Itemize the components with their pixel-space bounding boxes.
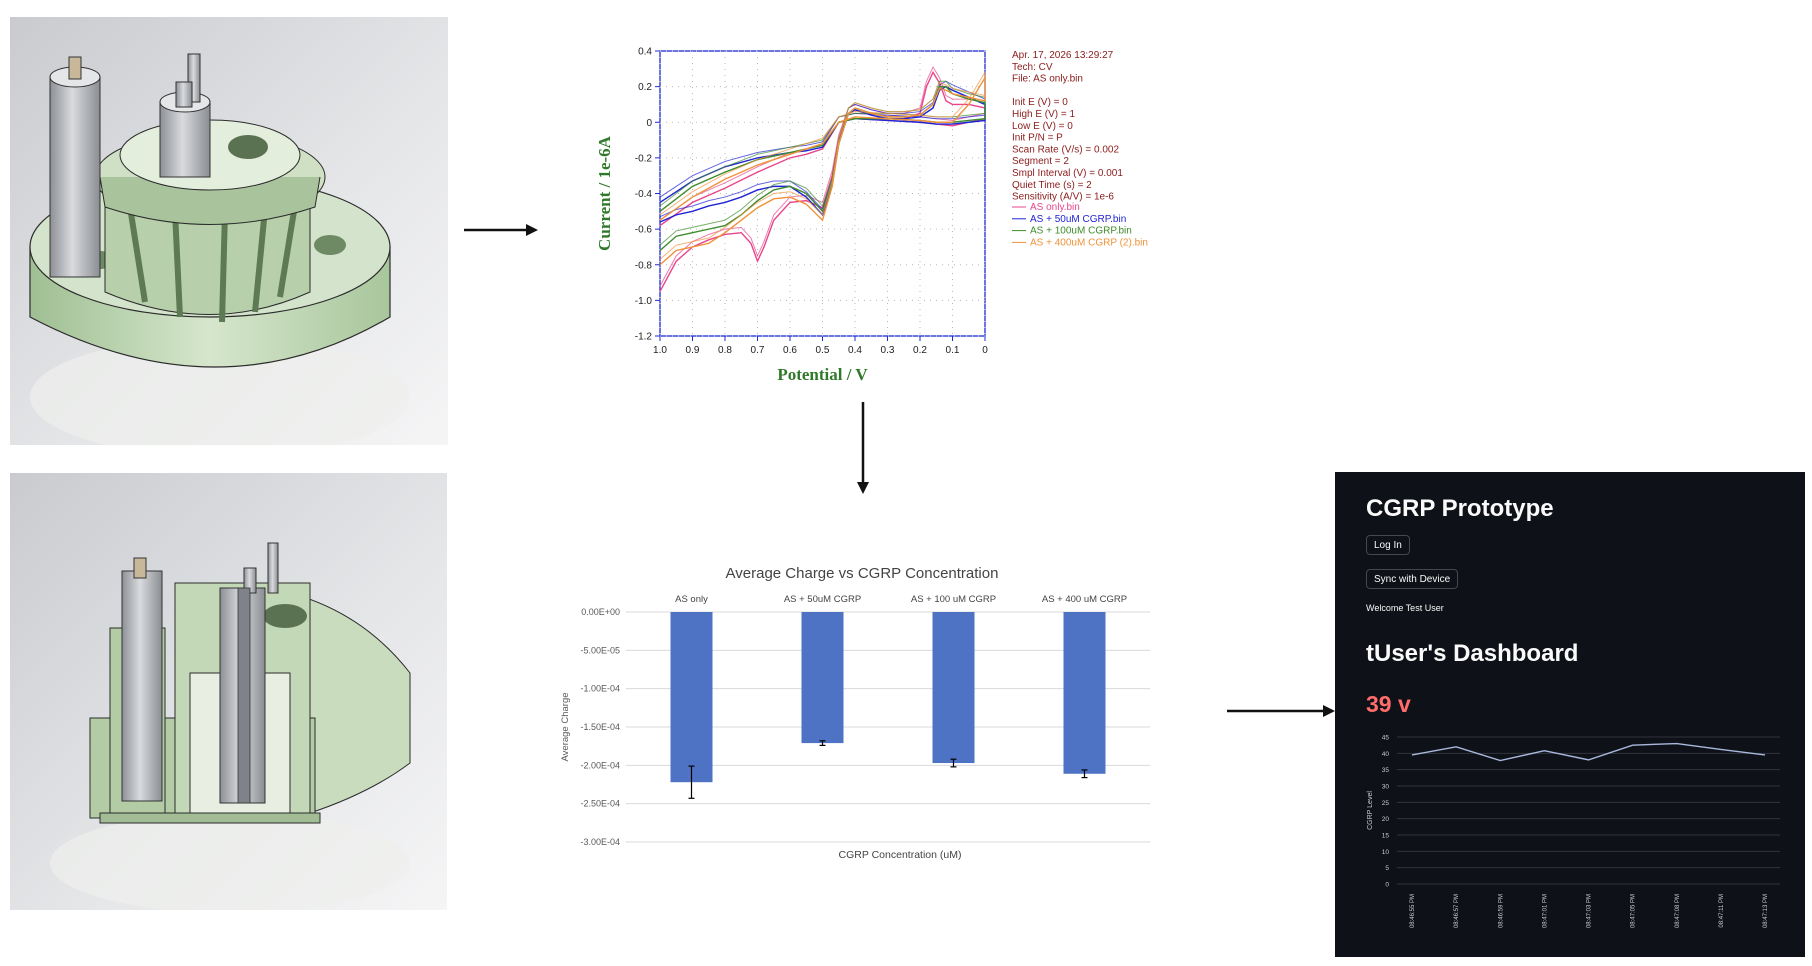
cv-x-tick-label: 0.8 [718, 345, 732, 356]
dash-x-tick-label: 08:47:13 PM [1763, 894, 1769, 928]
cad-render-cutaway [10, 473, 448, 913]
bar-y-tick-label: -3.00E-04 [580, 837, 620, 847]
cv-legend-label: AS + 50uM CGRP.bin [1030, 214, 1126, 225]
cv-info-line: Scan Rate (V/s) = 0.002 [1012, 144, 1119, 155]
cv-x-tick-label: 0.4 [848, 345, 862, 356]
welcome-text: Welcome Test User [1366, 603, 1444, 613]
arrow-down-icon [857, 402, 869, 494]
cv-info-line: Tech: CV [1012, 62, 1053, 73]
bar-category-label: AS + 400 uM CGRP [1042, 594, 1127, 605]
dash-y-axis-label: CGRP Level [1367, 791, 1374, 830]
cv-legend-label: AS + 100uM CGRP.bin [1030, 226, 1132, 237]
bar-x-axis-label: CGRP Concentration (uM) [839, 849, 962, 861]
cv-info-line: Sensitivity (A/V) = 1e-6 [1012, 192, 1114, 203]
cgrp-level-line [1411, 742, 1766, 762]
cv-info-line: Low E (V) = 0 [1012, 121, 1073, 132]
cv-y-tick-label: 0.4 [638, 47, 652, 58]
dash-y-tick-label: 10 [1382, 849, 1390, 856]
cv-info-line: File: AS only.bin [1012, 74, 1083, 85]
cv-legend-label: AS + 400uM CGRP (2).bin [1030, 237, 1148, 248]
cv-info-line: Smpl Interval (V) = 0.001 [1012, 168, 1123, 179]
cv-info-line: High E (V) = 1 [1012, 109, 1076, 120]
sync-device-button[interactable]: Sync with Device [1366, 569, 1459, 589]
bar-category-label: AS + 50uM CGRP [784, 594, 861, 605]
arrow-right-icon [464, 224, 538, 236]
dash-x-tick-label: 08:47:08 PM [1675, 894, 1681, 928]
cv-x-axis-label: Potential / V [777, 365, 868, 384]
cv-x-tick-label: 0.9 [686, 345, 700, 356]
cv-x-tick-label: 0.7 [751, 345, 765, 356]
dashboard-title: CGRP Prototype [1366, 495, 1554, 522]
dash-x-tick-label: 08:47:11 PM [1719, 894, 1725, 928]
cv-x-tick-label: 0.2 [913, 345, 927, 356]
cgrp-dashboard: CGRP Prototype Log In Sync with Device W… [1335, 472, 1805, 957]
dash-x-tick-label: 08:47:01 PM [1542, 894, 1548, 928]
dash-y-tick-label: 5 [1385, 865, 1389, 872]
bar-y-tick-label: -1.50E-04 [580, 722, 620, 732]
bar-chart-title: Average Charge vs CGRP Concentration [726, 565, 999, 582]
dash-x-tick-label: 08:47:05 PM [1631, 894, 1637, 928]
cv-info-line: Init P/N = P [1012, 133, 1063, 144]
bar [1063, 612, 1106, 774]
cv-y-tick-label: -1.2 [635, 332, 653, 343]
cv-x-tick-label: 0.3 [881, 345, 895, 356]
cv-x-tick-label: 1.0 [653, 345, 667, 356]
dash-y-tick-label: 35 [1382, 767, 1390, 774]
bar-y-axis-label: Average Charge [560, 692, 571, 761]
cv-chart: 1.0 0.9 0.8 0.7 0.6 0.5 0.4 0.3 0.2 0.1 0 0.4 0.2 0 -0… [560, 30, 1340, 400]
dash-y-tick-label: 40 [1382, 751, 1390, 758]
dashboard-heading: tUser's Dashboard [1366, 640, 1579, 667]
dash-x-tick-label: 08:46:57 PM [1454, 894, 1460, 928]
cv-legend-label: AS only.bin [1030, 202, 1080, 213]
dash-y-tick-label: 45 [1382, 735, 1390, 742]
bar-y-tick-label: 0.00E+00 [581, 607, 620, 617]
cv-y-tick-label: -0.8 [635, 260, 653, 271]
cv-y-tick-label: 0 [646, 118, 652, 129]
bar-category-label: AS + 100 uM CGRP [911, 594, 996, 605]
dash-y-tick-label: 0 [1385, 882, 1389, 889]
cv-y-tick-label: -0.4 [635, 189, 653, 200]
bar-y-tick-label: -2.50E-04 [580, 799, 620, 809]
bar-y-tick-label: -1.00E-04 [580, 684, 620, 694]
cad-render-full [10, 17, 448, 457]
bar [801, 612, 844, 744]
cv-x-tick-label: 0.6 [783, 345, 797, 356]
dash-x-tick-label: 08:46:59 PM [1498, 894, 1504, 928]
cv-info-line: Quiet Time (s) = 2 [1012, 180, 1092, 191]
cgrp-metric-value: 39 v [1366, 691, 1411, 717]
dash-y-tick-label: 25 [1382, 800, 1390, 807]
cv-y-tick-label: -1.0 [635, 296, 653, 307]
cv-y-tick-label: 0.2 [638, 82, 652, 93]
dash-y-tick-label: 15 [1382, 833, 1390, 840]
cv-y-tick-label: -0.6 [635, 225, 653, 236]
cv-y-tick-label: -0.2 [635, 153, 653, 164]
arrow-right-icon [1227, 705, 1335, 717]
dash-x-tick-label: 08:47:03 PM [1587, 894, 1593, 928]
dash-x-tick-label: 08:46:55 PM [1410, 894, 1416, 928]
bar-chart: Average Charge vs CGRP Concentration 0.00… [550, 555, 1170, 865]
cv-x-tick-label: 0 [982, 345, 988, 356]
bar-y-tick-label: -2.00E-04 [580, 760, 620, 770]
bar [670, 612, 713, 783]
bar [932, 612, 975, 764]
bar-category-label: AS only [675, 594, 708, 605]
cv-x-tick-label: 0.5 [816, 345, 830, 356]
cv-info-line: Init E (V) = 0 [1012, 97, 1068, 108]
cv-series-line-repeat [659, 70, 986, 260]
cv-x-tick-label: 0.1 [946, 345, 960, 356]
cv-series-line [659, 75, 986, 266]
bar-y-tick-label: -5.00E-05 [580, 645, 620, 655]
cv-info-line: Segment = 2 [1012, 156, 1069, 167]
cv-y-axis-label: Current / 1e-6A [595, 135, 614, 251]
dash-y-tick-label: 20 [1382, 816, 1390, 823]
cv-info-line: Apr. 17, 2026 13:29:27 [1012, 50, 1114, 61]
dash-y-tick-label: 30 [1382, 784, 1390, 791]
login-button[interactable]: Log In [1366, 535, 1410, 555]
